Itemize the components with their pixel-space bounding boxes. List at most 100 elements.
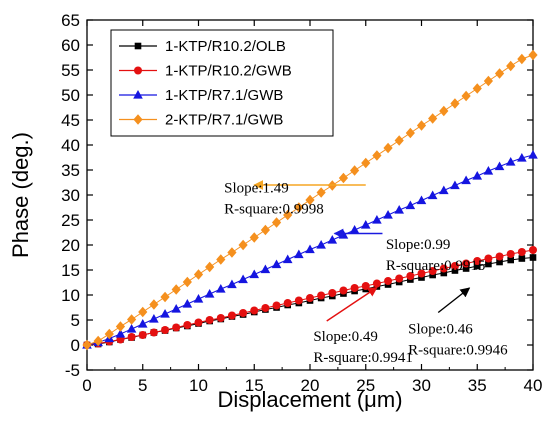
y-tick-label: -5 [65, 361, 80, 380]
y-tick-label: 0 [71, 336, 80, 355]
data-point [306, 294, 314, 302]
legend-box [110, 29, 334, 137]
data-point [428, 267, 437, 275]
data-point [305, 194, 315, 206]
series-2-KTP/R7.1/GWB [82, 49, 538, 351]
data-point [506, 250, 515, 258]
data-point [171, 284, 181, 295]
data-point [182, 276, 192, 288]
y-tick-label: 65 [61, 11, 80, 30]
data-point [416, 195, 427, 205]
annotation-arrow [326, 286, 378, 322]
data-point [271, 259, 282, 269]
data-point [416, 120, 427, 131]
data-point [160, 309, 170, 318]
data-point [462, 259, 471, 268]
data-point [205, 316, 214, 324]
data-point [472, 83, 482, 94]
data-point [483, 75, 493, 87]
data-point [384, 277, 393, 285]
data-point [395, 274, 404, 283]
data-point [439, 264, 448, 273]
data-point [238, 274, 248, 284]
data-point [517, 153, 527, 162]
data-point [372, 150, 382, 161]
annotation-text: Slope:0.49 [313, 329, 378, 345]
data-point [339, 286, 348, 295]
data-point [171, 304, 181, 313]
data-point [461, 175, 471, 185]
y-tick-label: 30 [61, 186, 80, 205]
data-point [517, 53, 527, 65]
data-point [450, 180, 460, 190]
data-point [161, 326, 170, 334]
annotation-group: Slope:0.99 R-square:0.9915 [333, 228, 486, 274]
data-point [316, 240, 326, 249]
data-point [249, 232, 259, 243]
data-point [193, 294, 204, 303]
data-point [115, 321, 126, 332]
data-point [127, 314, 137, 325]
legend-marker [133, 90, 143, 99]
data-point [127, 333, 136, 341]
x-tick-label: 25 [356, 376, 375, 395]
data-point [495, 252, 504, 261]
data-point [260, 264, 271, 274]
x-axis-label: Displacement (μm) [217, 387, 402, 412]
data-point [204, 289, 215, 298]
data-point [294, 249, 304, 259]
data-point [473, 262, 481, 270]
data-point [517, 248, 526, 256]
data-point [328, 289, 337, 297]
data-point [529, 254, 537, 261]
data-point [450, 262, 459, 270]
annotation-text: Slope:0.46 [408, 322, 473, 338]
x-tick-label: 40 [524, 376, 543, 395]
data-point [417, 269, 426, 278]
annotation-text: Slope:0.99 [386, 237, 451, 253]
data-point [126, 324, 137, 333]
annotation-group: Slope:0.46 R-square:0.9946 [408, 287, 508, 359]
data-point [149, 299, 159, 310]
annotation-text: R-square:0.9998 [224, 202, 324, 218]
data-point [183, 321, 192, 329]
legend-label: 1-KTP/R7.1/GWB [165, 87, 283, 104]
data-point [383, 210, 393, 219]
data-point [239, 309, 248, 317]
data-point [250, 306, 259, 315]
data-point [494, 161, 505, 171]
data-point [205, 261, 215, 273]
annotation-arrow [437, 287, 471, 314]
data-point [405, 127, 415, 139]
data-point [507, 256, 514, 264]
data-point [160, 291, 170, 303]
data-point [216, 314, 225, 322]
annotation-group: Slope:1.49 R-square:0.9998 [224, 180, 366, 218]
annotation-text: R-square:0.9915 [386, 258, 486, 274]
x-tick-label: 20 [301, 376, 320, 395]
data-point [405, 200, 416, 210]
data-point [327, 235, 338, 244]
data-point [439, 185, 449, 195]
data-point [238, 239, 248, 251]
annotation-text: R-square:0.9946 [408, 343, 508, 359]
data-point [260, 224, 270, 236]
data-point [194, 318, 203, 327]
data-point [338, 230, 349, 239]
x-tick-label: 10 [189, 376, 208, 395]
data-point [350, 165, 360, 176]
data-point [115, 329, 126, 338]
y-tick-label: 20 [61, 236, 80, 255]
data-point [294, 296, 303, 305]
data-point [182, 299, 193, 308]
data-point [104, 328, 114, 340]
data-point [172, 323, 181, 332]
annotation-group: Slope:0.49 R-square:0.9941 [313, 286, 413, 366]
data-point [93, 335, 103, 347]
data-point [440, 269, 448, 277]
legend-marker [134, 42, 142, 50]
data-point [317, 291, 326, 300]
data-point [494, 68, 505, 79]
legend: 1-KTP/R10.2/OLB 1-KTP/R10.2/GWB 1-KTP/R7.1… [110, 29, 334, 137]
annotations: Slope:1.49 R-square:0.9998 Slope:0.99 R-squ… [224, 180, 508, 366]
